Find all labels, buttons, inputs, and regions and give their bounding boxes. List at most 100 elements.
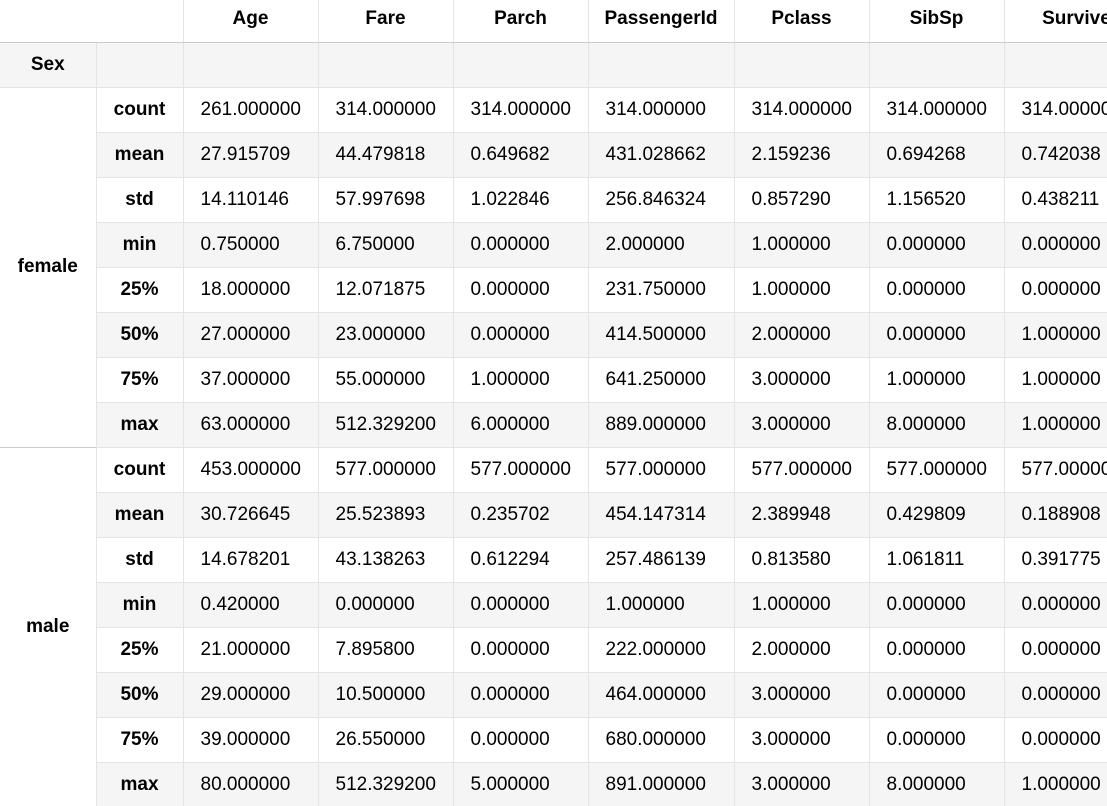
column-header-passengerid: PassengerId — [587, 0, 734, 43]
table-row: std 14.678201 43.138263 0.612294 257.486139 0… — [0, 537, 1107, 583]
table-cell: 0.438211 — [1003, 177, 1107, 223]
table-cell: 577.000000 — [317, 446, 453, 493]
table-cell: 1.000000 — [733, 582, 869, 628]
table-cell: 512.329200 — [317, 402, 453, 448]
table-row: max 80.000000 512.329200 5.000000 891.000000… — [0, 762, 1107, 806]
table-cell: 0.612294 — [452, 537, 588, 583]
table-cell: 37.000000 — [183, 357, 318, 403]
table-cell: 43.138263 — [317, 537, 453, 583]
table-cell: 0.000000 — [868, 582, 1004, 628]
column-header-fare: Fare — [317, 0, 453, 43]
table-cell: 6.750000 — [317, 222, 453, 268]
table-cell: 641.250000 — [587, 357, 734, 403]
table-cell: 5.000000 — [452, 762, 588, 806]
table-cell: 464.000000 — [587, 672, 734, 718]
empty-header-cell — [182, 42, 318, 88]
table-cell: 0.813580 — [733, 537, 869, 583]
table-row: 75% 39.000000 26.550000 0.000000 680.000000 3… — [0, 717, 1107, 763]
table-cell: 0.857290 — [733, 177, 869, 223]
stat-label: count — [96, 446, 184, 493]
table-row: male count 453.000000 577.000000 577.000000 5… — [0, 446, 1107, 806]
corner-cell — [0, 0, 96, 43]
table-cell: 39.000000 — [183, 717, 318, 763]
table-cell: 1.000000 — [733, 222, 869, 268]
stat-label: min — [96, 582, 184, 628]
table-cell: 1.000000 — [587, 582, 734, 628]
table-cell: 1.061811 — [868, 537, 1004, 583]
table-cell: 512.329200 — [317, 762, 453, 806]
table-cell: 18.000000 — [183, 267, 318, 313]
table-cell: 0.000000 — [868, 627, 1004, 673]
table-row: 75% 37.000000 55.000000 1.000000 641.250000 3… — [0, 357, 1107, 403]
table-cell: 0.420000 — [183, 582, 318, 628]
table-cell: 3.000000 — [733, 357, 869, 403]
column-header-age: Age — [182, 0, 318, 43]
table-row: 50% 27.000000 23.000000 0.000000 414.500000 2… — [0, 312, 1107, 358]
stat-label: max — [96, 762, 184, 806]
table-cell: 29.000000 — [183, 672, 318, 718]
table-cell: 314.000000 — [452, 86, 588, 133]
stat-label: min — [96, 222, 184, 268]
table-cell: 577.000000 — [1003, 446, 1107, 493]
empty-header-cell — [317, 42, 453, 88]
table-cell: 1.000000 — [733, 267, 869, 313]
table-row: std 14.110146 57.997698 1.022846 256.846324 0… — [0, 177, 1107, 223]
table-cell: 1.000000 — [1003, 762, 1107, 806]
table-cell: 0.000000 — [868, 222, 1004, 268]
table-row: min 0.750000 6.750000 0.000000 2.000000 1.000… — [0, 222, 1107, 268]
table-row: mean 27.915709 44.479818 0.649682 431.028662… — [0, 132, 1107, 178]
table-cell: 2.000000 — [587, 222, 734, 268]
empty-header-cell — [96, 42, 183, 88]
table-cell: 0.000000 — [868, 717, 1004, 763]
table-cell: 23.000000 — [317, 312, 453, 358]
table-cell: 6.000000 — [452, 402, 588, 448]
table-cell: 0.000000 — [1003, 267, 1107, 313]
table-body: female count 261.000000 314.000000 314.00000… — [0, 86, 1107, 806]
column-header-pclass: Pclass — [733, 0, 869, 43]
stat-label: 50% — [96, 312, 184, 358]
table-cell: 0.188908 — [1003, 492, 1107, 538]
table-cell: 1.000000 — [1003, 402, 1107, 448]
table-cell: 3.000000 — [733, 402, 869, 448]
column-header-survived: Survived — [1003, 0, 1107, 43]
table-cell: 577.000000 — [452, 446, 588, 493]
table-cell: 257.486139 — [587, 537, 734, 583]
group-label: female — [0, 86, 97, 447]
table-header: Age Fare Parch PassengerId Pclass SibSp … — [0, 0, 1107, 88]
table-cell: 889.000000 — [587, 402, 734, 448]
table-cell: 0.000000 — [452, 582, 588, 628]
table-cell: 0.000000 — [1003, 717, 1107, 763]
table-cell: 680.000000 — [587, 717, 734, 763]
table-cell: 1.000000 — [1003, 357, 1107, 403]
table-cell: 891.000000 — [587, 762, 734, 806]
table-cell: 2.000000 — [733, 627, 869, 673]
stat-label: 75% — [96, 717, 184, 763]
table-cell: 0.000000 — [1003, 222, 1107, 268]
table-cell: 1.156520 — [868, 177, 1004, 223]
table-cell: 577.000000 — [868, 446, 1004, 493]
table-cell: 26.550000 — [317, 717, 453, 763]
table-cell: 2.389948 — [733, 492, 869, 538]
table-cell: 2.000000 — [733, 312, 869, 358]
table-row: 25% 21.000000 7.895800 0.000000 222.000000 2.… — [0, 627, 1107, 673]
table-cell: 27.000000 — [183, 312, 318, 358]
table-cell: 314.000000 — [868, 86, 1004, 133]
table-cell: 577.000000 — [587, 446, 734, 493]
table-cell: 454.147314 — [587, 492, 734, 538]
table-cell: 0.000000 — [452, 312, 588, 358]
group-label: male — [0, 446, 97, 806]
table-cell: 8.000000 — [868, 402, 1004, 448]
table-cell: 314.000000 — [733, 86, 869, 133]
stat-label: mean — [96, 492, 184, 538]
stat-label: count — [96, 86, 184, 133]
stat-label: std — [96, 537, 184, 583]
table-cell: 12.071875 — [317, 267, 453, 313]
table-cell: 231.750000 — [587, 267, 734, 313]
table-cell: 80.000000 — [183, 762, 318, 806]
table-cell: 0.000000 — [452, 222, 588, 268]
table-cell: 0.000000 — [452, 717, 588, 763]
table-cell: 577.000000 — [733, 446, 869, 493]
table-cell: 1.000000 — [452, 357, 588, 403]
stat-label: 25% — [96, 627, 184, 673]
